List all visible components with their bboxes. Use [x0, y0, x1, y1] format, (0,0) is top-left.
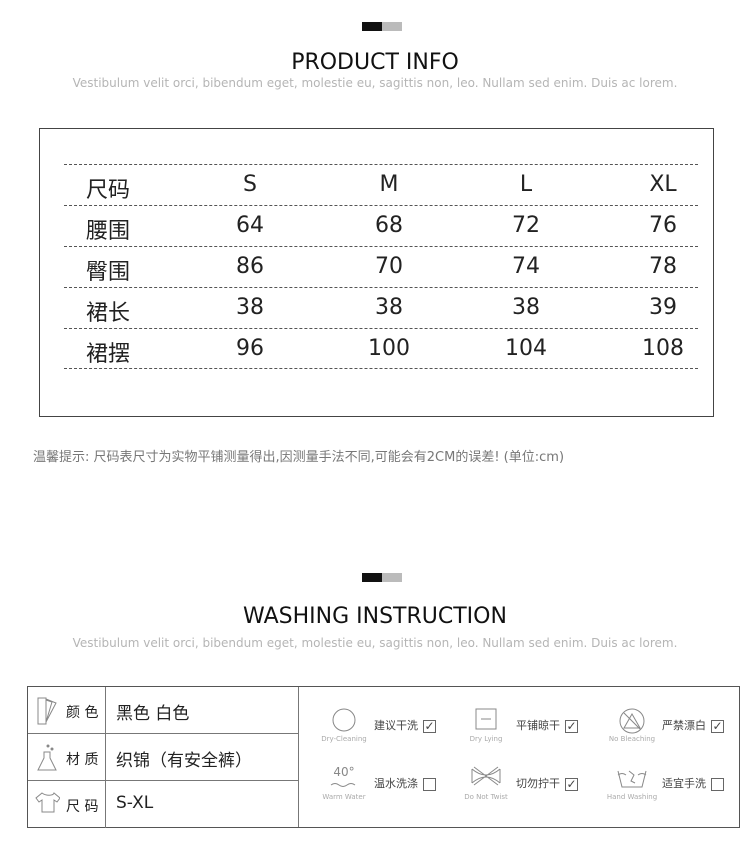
attribute-row: 材 质 织锦（有安全裤） — [28, 734, 298, 781]
table-cell: 64 — [236, 213, 264, 238]
table-cell: 104 — [505, 336, 547, 361]
table-cell: 78 — [649, 254, 677, 279]
table-cell: 100 — [368, 336, 410, 361]
table-header: 尺码 S M L XL — [64, 164, 698, 205]
care-label-cn: 温水洗涤 — [374, 777, 418, 790]
attribute-label-cell: 材 质 — [28, 734, 106, 780]
table-cell: M — [379, 172, 399, 197]
table-cell: 38 — [236, 295, 264, 320]
attribute-value: 织锦（有安全裤） — [116, 751, 252, 771]
washing-table: 颜 色 黑色 白色材 质 织锦（有安全裤） 尺 码 S-XL Dry-Cleaning 建… — [27, 686, 740, 828]
table-cell: 96 — [236, 336, 264, 361]
care-label-en: Hand Washing — [606, 793, 658, 801]
checked-box-icon: ✓ — [565, 718, 578, 733]
table-cell: 臀围 — [86, 260, 131, 285]
hand-wash-icon — [602, 765, 662, 794]
care-label-en: Do Not Twist — [464, 793, 508, 801]
table-cell: 74 — [512, 254, 540, 279]
garment-icon — [34, 789, 61, 821]
table-cell: 86 — [236, 254, 264, 279]
table-cell: 尺码 — [86, 178, 131, 203]
table-cell: 76 — [649, 213, 677, 238]
care-label-en: Warm Water — [322, 793, 366, 801]
attribute-label-cell: 尺 码 — [28, 781, 106, 828]
section-marker — [362, 22, 402, 31]
table-cell: 108 — [642, 336, 684, 361]
color-swatch-icon — [34, 695, 60, 731]
care-label-cn: 平铺晾干 — [516, 719, 560, 732]
section-title: PRODUCT INFO — [291, 50, 459, 75]
table-row: 裙摆 96 100 104 108 — [64, 328, 698, 369]
care-label-en: Dry Lying — [469, 735, 503, 743]
attribute-value: S-XL — [116, 793, 154, 813]
checkbox-icon — [423, 777, 436, 791]
care-label-cn: 切勿拧干 — [516, 777, 560, 790]
table-row: 腰围 64 68 72 76 — [64, 205, 698, 246]
section-title: WASHING INSTRUCTION — [243, 604, 507, 629]
warm-water-icon: 40° — [314, 765, 374, 792]
no-bleach-icon — [602, 707, 662, 738]
attribute-label: 颜 色 — [66, 705, 99, 721]
table-cell: 70 — [375, 254, 403, 279]
table-cell: 38 — [512, 295, 540, 320]
table-cell: 39 — [649, 295, 677, 320]
checkbox-icon — [711, 777, 724, 791]
attribute-label: 材 质 — [66, 752, 99, 768]
table-cell: 38 — [375, 295, 403, 320]
section-marker — [362, 573, 402, 582]
table-cell: S — [243, 172, 257, 197]
table-cell: 裙摆 — [86, 342, 131, 367]
section-subtitle: Vestibulum velit orci, bibendum eget, mo… — [72, 76, 678, 90]
table-cell: 68 — [375, 213, 403, 238]
checked-box-icon: ✓ — [565, 776, 578, 791]
checked-box-icon: ✓ — [711, 718, 724, 733]
care-label-en: Dry-Cleaning — [321, 735, 367, 743]
attribute-label-cell: 颜 色 — [28, 687, 106, 733]
care-label-cn: 适宜手洗 — [662, 777, 706, 790]
care-label-cn: 建议干洗 — [374, 719, 418, 732]
care-label-en: No Bleaching — [608, 735, 656, 743]
table-cell: L — [519, 172, 533, 197]
size-chart-box — [39, 128, 714, 417]
dry-cleaning-icon — [314, 707, 374, 736]
attribute-label: 尺 码 — [66, 799, 99, 815]
flask-icon — [34, 742, 60, 778]
table-cell: 腰围 — [86, 219, 131, 244]
temperature-label: 40° — [333, 765, 355, 779]
no-wring-icon — [456, 765, 516, 790]
table-row: 臀围 86 70 74 78 — [64, 246, 698, 287]
attribute-value: 黑色 白色 — [116, 704, 190, 724]
size-note: 温馨提示: 尺码表尺寸为实物平铺测量得出,因测量手法不同,可能会有2CM的误差!… — [33, 450, 565, 465]
checked-box-icon: ✓ — [423, 718, 436, 733]
table-cell: 72 — [512, 213, 540, 238]
dry-flat-icon — [456, 707, 516, 734]
attribute-row: 尺 码 S-XL — [28, 781, 298, 828]
attribute-row: 颜 色 黑色 白色 — [28, 687, 298, 734]
section-subtitle: Vestibulum velit orci, bibendum eget, mo… — [72, 636, 678, 650]
table-cell: XL — [649, 172, 677, 197]
table-row: 裙长 38 38 38 39 — [64, 287, 698, 328]
care-label-cn: 严禁漂白 — [662, 719, 706, 732]
table-cell: 裙长 — [86, 301, 131, 326]
